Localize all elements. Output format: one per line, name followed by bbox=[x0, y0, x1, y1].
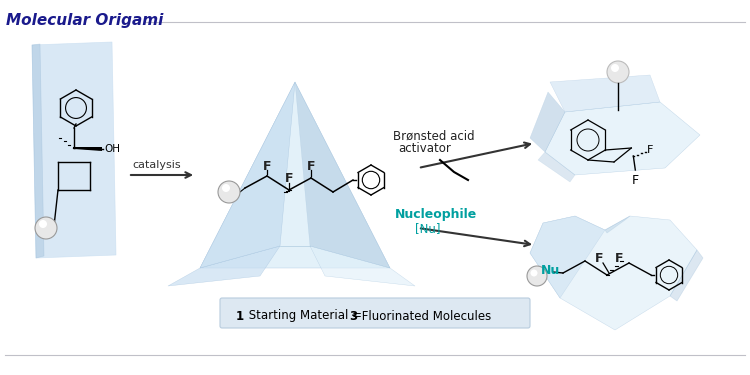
Circle shape bbox=[35, 217, 57, 239]
Polygon shape bbox=[168, 246, 280, 286]
Circle shape bbox=[607, 61, 629, 83]
Polygon shape bbox=[550, 75, 660, 112]
Polygon shape bbox=[200, 82, 390, 268]
Text: Nucleophile: Nucleophile bbox=[395, 208, 477, 221]
Text: Nu: Nu bbox=[541, 264, 560, 276]
Circle shape bbox=[530, 270, 538, 276]
Text: F: F bbox=[615, 252, 623, 266]
Text: F: F bbox=[285, 172, 293, 186]
Polygon shape bbox=[32, 44, 44, 258]
Polygon shape bbox=[32, 42, 116, 258]
Circle shape bbox=[39, 220, 47, 228]
Text: 3: 3 bbox=[349, 309, 357, 322]
Polygon shape bbox=[295, 82, 390, 268]
Circle shape bbox=[527, 266, 547, 286]
Text: Fluorinated Molecules: Fluorinated Molecules bbox=[358, 309, 491, 322]
Polygon shape bbox=[530, 216, 605, 298]
Polygon shape bbox=[530, 216, 697, 330]
Text: 1: 1 bbox=[236, 309, 244, 322]
Text: F: F bbox=[262, 159, 272, 172]
Polygon shape bbox=[74, 147, 102, 151]
Text: [Nu]: [Nu] bbox=[415, 222, 440, 235]
Text: F: F bbox=[307, 159, 315, 172]
Polygon shape bbox=[200, 82, 295, 268]
Text: Molecular Origami: Molecular Origami bbox=[6, 13, 164, 28]
Text: catalysis: catalysis bbox=[132, 160, 181, 170]
Circle shape bbox=[218, 181, 240, 203]
Circle shape bbox=[222, 184, 230, 192]
Circle shape bbox=[611, 64, 619, 72]
Polygon shape bbox=[530, 92, 565, 152]
Text: activator: activator bbox=[398, 142, 451, 155]
Text: F: F bbox=[595, 252, 603, 266]
Polygon shape bbox=[670, 250, 703, 301]
Polygon shape bbox=[605, 216, 630, 233]
Text: F: F bbox=[647, 145, 654, 155]
Text: Starting Material =: Starting Material = bbox=[245, 309, 366, 322]
Polygon shape bbox=[310, 246, 415, 286]
Polygon shape bbox=[538, 152, 575, 182]
Text: F: F bbox=[632, 174, 639, 187]
Polygon shape bbox=[545, 102, 700, 175]
FancyBboxPatch shape bbox=[220, 298, 530, 328]
Text: Brønsted acid: Brønsted acid bbox=[393, 130, 475, 143]
Text: OH: OH bbox=[104, 144, 120, 154]
